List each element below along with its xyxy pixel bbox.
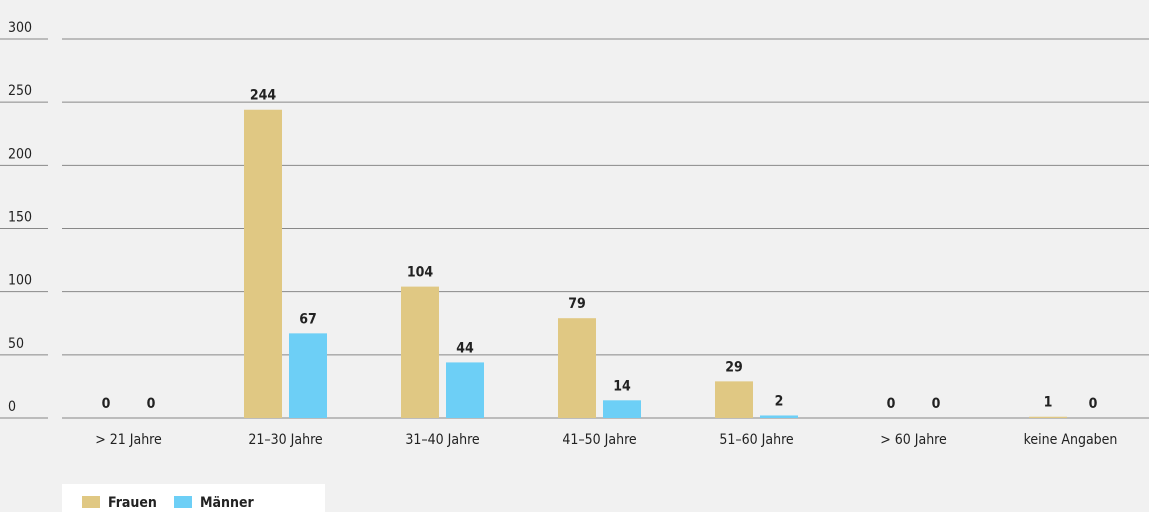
legend-label: Frauen xyxy=(108,495,157,511)
value-label: 244 xyxy=(250,88,277,104)
y-tick-label: 0 xyxy=(8,399,16,415)
value-label: 0 xyxy=(887,396,896,412)
bar xyxy=(760,415,798,418)
value-label: 67 xyxy=(299,311,317,327)
legend-box xyxy=(62,484,325,512)
bar xyxy=(401,286,439,418)
bar xyxy=(289,333,327,418)
value-label: 14 xyxy=(613,378,631,394)
bar xyxy=(244,109,282,418)
legend-swatch xyxy=(174,496,192,508)
value-label: 0 xyxy=(1089,396,1098,412)
value-label: 2 xyxy=(775,393,784,409)
bar xyxy=(715,381,753,418)
y-tick-label: 50 xyxy=(8,336,24,352)
value-label: 29 xyxy=(725,359,743,375)
x-tick-label: > 60 Jahre xyxy=(880,432,947,448)
x-tick-label: 51–60 Jahre xyxy=(719,432,794,448)
value-label: 0 xyxy=(102,396,111,412)
legend-swatch xyxy=(82,496,100,508)
y-tick-label: 250 xyxy=(8,83,32,99)
x-tick-label: > 21 Jahre xyxy=(95,432,162,448)
value-label: 44 xyxy=(456,340,474,356)
x-tick-label: 21–30 Jahre xyxy=(248,432,323,448)
bar xyxy=(603,400,641,418)
y-tick-label: 200 xyxy=(8,146,32,162)
value-label: 104 xyxy=(407,265,434,281)
x-tick-label: 31–40 Jahre xyxy=(405,432,480,448)
y-tick-label: 150 xyxy=(8,210,32,226)
x-tick-label: keine Angaben xyxy=(1024,432,1118,448)
bar xyxy=(558,318,596,418)
value-label: 0 xyxy=(932,396,941,412)
legend-label: Männer xyxy=(200,495,255,511)
y-tick-label: 100 xyxy=(8,273,32,289)
value-label: 79 xyxy=(568,296,586,312)
y-tick-label: 300 xyxy=(8,20,32,36)
value-label: 0 xyxy=(147,396,156,412)
bar xyxy=(1029,416,1067,418)
value-label: 1 xyxy=(1044,395,1053,411)
bar xyxy=(446,362,484,418)
x-tick-label: 41–50 Jahre xyxy=(562,432,637,448)
